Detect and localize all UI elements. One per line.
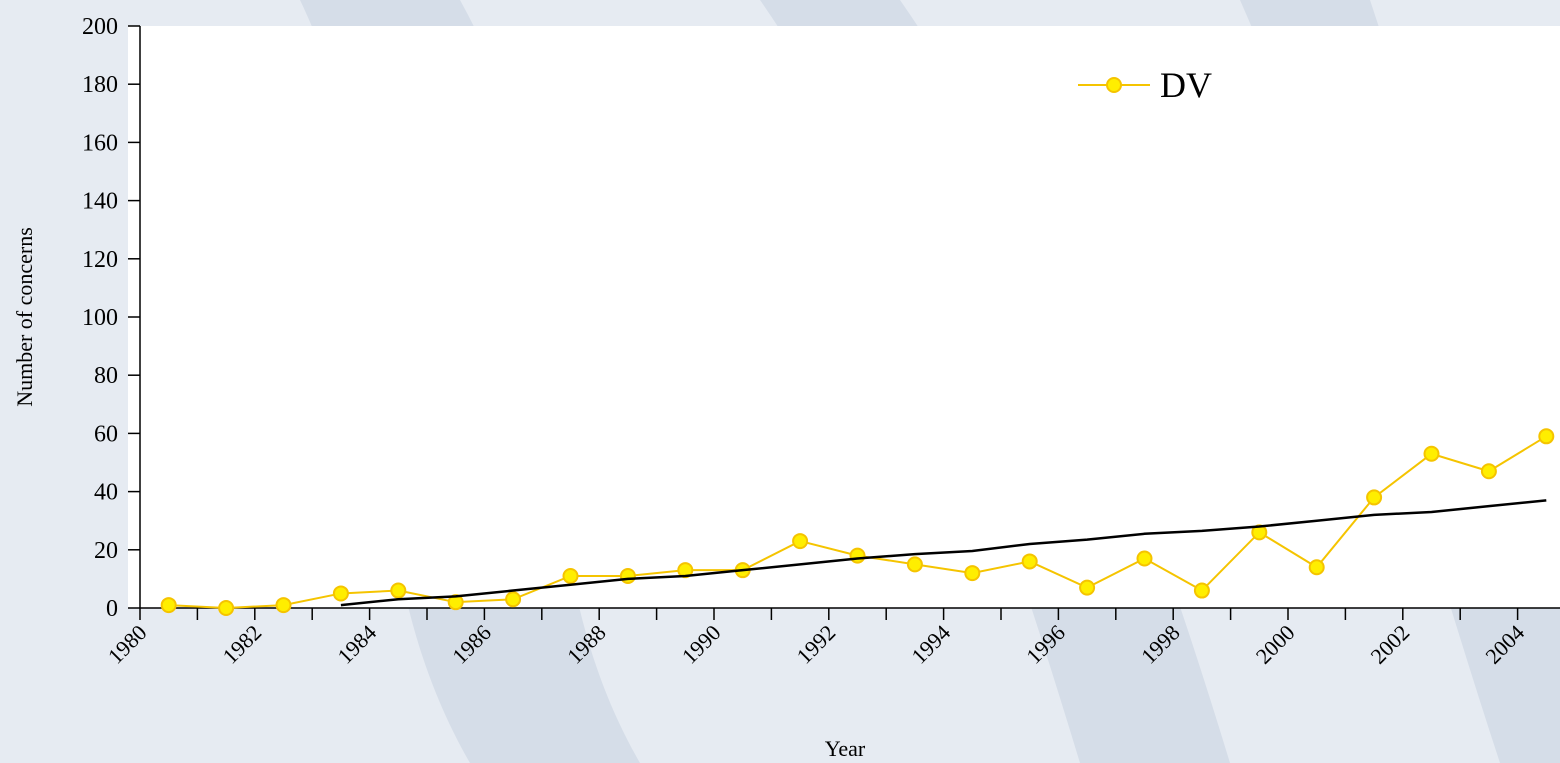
data-point (1079, 579, 1096, 596)
data-point (1193, 582, 1210, 599)
x-tick-label: 1980 (103, 620, 152, 669)
x-tick-label: 1992 (792, 620, 841, 669)
x-tick-label: 1990 (677, 620, 726, 669)
x-tick-label: 1984 (332, 620, 381, 669)
data-point (218, 600, 235, 616)
x-tick-label: 1982 (218, 620, 267, 669)
y-tick-label: 40 (94, 480, 118, 506)
data-point (160, 597, 177, 614)
y-tick-label: 180 (82, 72, 118, 98)
data-point (1423, 445, 1440, 462)
x-axis-label: Year (825, 736, 866, 761)
data-point (1480, 463, 1497, 480)
data-point (275, 597, 292, 614)
plot-area (128, 26, 1560, 608)
series-line (340, 499, 1547, 607)
data-point (1021, 553, 1038, 570)
y-axis-label: Number of concerns (12, 227, 37, 407)
data-point (619, 567, 636, 584)
data-point (332, 585, 349, 602)
legend-label: DV (1160, 65, 1212, 105)
x-tick-label: 2002 (1366, 620, 1415, 669)
y-tick-label: 0 (106, 596, 118, 622)
x-tick-label: 1994 (906, 620, 955, 669)
legend-marker (1106, 77, 1122, 93)
data-point (1308, 559, 1325, 576)
y-tick-label: 100 (82, 305, 118, 331)
data-point (906, 556, 923, 573)
y-tick-label: 160 (82, 130, 118, 156)
y-tick-label: 60 (94, 421, 118, 447)
y-tick-label: 20 (94, 538, 118, 564)
data-point (792, 533, 809, 550)
data-point (562, 567, 579, 584)
y-tick-label: 200 (82, 14, 118, 40)
data-point (505, 591, 522, 608)
y-tick-label: 140 (82, 189, 118, 215)
data-point (964, 565, 981, 582)
data-point (1136, 550, 1153, 567)
data-point (1366, 489, 1383, 506)
y-tick-label: 80 (94, 363, 118, 389)
x-tick-label: 2000 (1251, 620, 1300, 669)
data-point (390, 582, 407, 599)
y-tick-label: 120 (82, 247, 118, 273)
data-point (849, 547, 866, 564)
data-point (1538, 428, 1555, 445)
